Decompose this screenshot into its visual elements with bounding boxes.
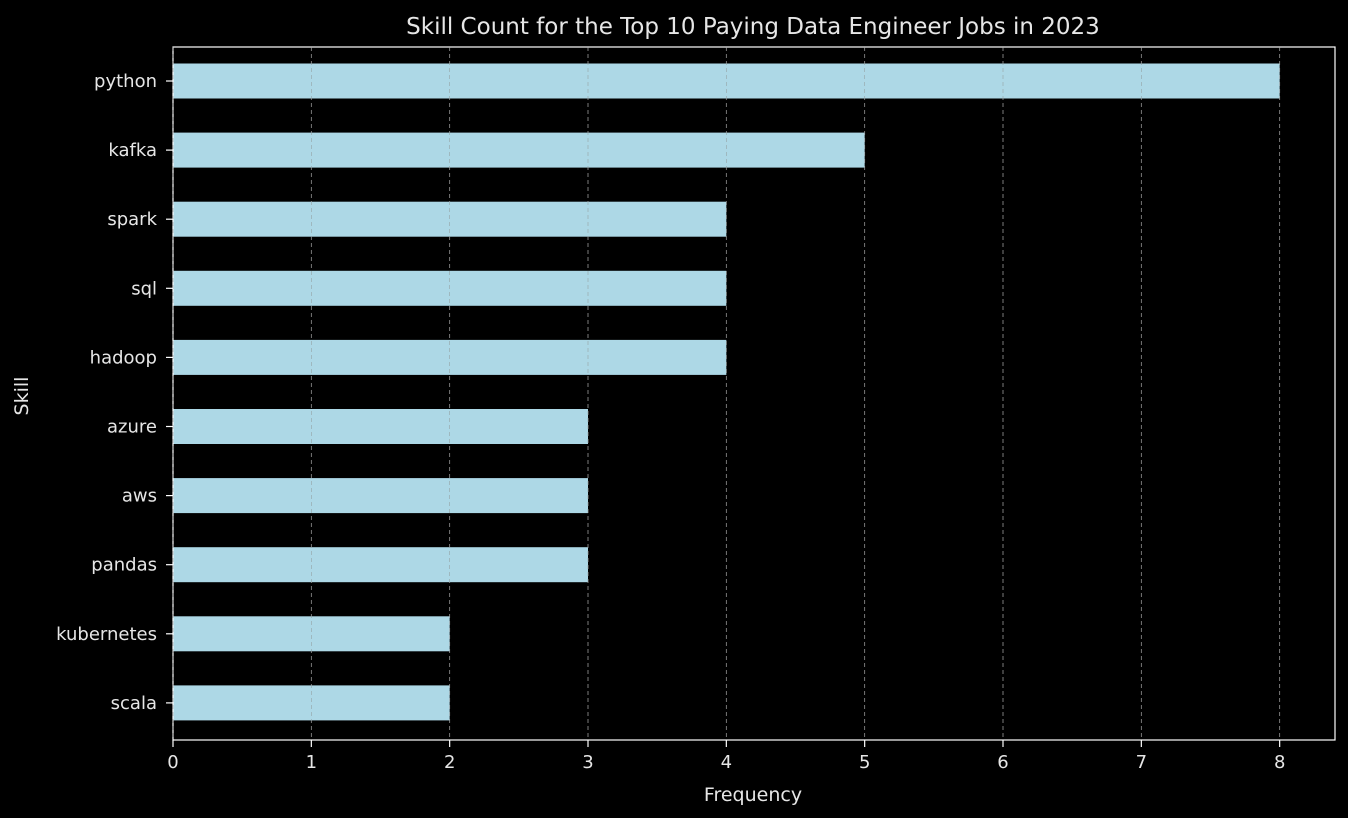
bar-azure bbox=[173, 409, 588, 444]
y-tick-label-sql: sql bbox=[131, 278, 157, 299]
x-tick-label-7: 7 bbox=[1136, 752, 1147, 773]
x-axis-label: Frequency bbox=[704, 784, 802, 806]
bar-kafka bbox=[173, 132, 865, 168]
x-tick-label-2: 2 bbox=[444, 752, 455, 773]
x-tick-label-5: 5 bbox=[859, 752, 870, 773]
y-tick-label-kubernetes: kubernetes bbox=[56, 624, 157, 645]
y-tick-label-hadoop: hadoop bbox=[90, 347, 157, 368]
bar-aws bbox=[173, 478, 588, 514]
y-tick-label-python: python bbox=[94, 71, 157, 92]
y-tick-label-scala: scala bbox=[111, 693, 157, 714]
x-axis-ticks: 0 1 2 3 4 5 6 7 8 bbox=[167, 740, 1285, 773]
x-tick-label-1: 1 bbox=[306, 752, 317, 773]
y-tick-label-aws: aws bbox=[122, 486, 157, 507]
y-tick-label-pandas: pandas bbox=[91, 555, 157, 576]
x-tick-label-3: 3 bbox=[582, 752, 593, 773]
y-tick-label-azure: azure bbox=[107, 417, 157, 438]
y-tick-label-spark: spark bbox=[107, 209, 157, 230]
x-tick-label-4: 4 bbox=[721, 752, 732, 773]
x-tick-label-0: 0 bbox=[167, 752, 178, 773]
y-axis-label: Skill bbox=[11, 377, 33, 416]
y-tick-label-kafka: kafka bbox=[108, 140, 157, 161]
y-axis-ticks: python kafka spark sql hadoop azure aws pandas k… bbox=[56, 71, 173, 714]
chart-title: Skill Count for the Top 10 Paying Data E… bbox=[406, 14, 1100, 40]
bar-pandas bbox=[173, 547, 588, 583]
x-tick-label-6: 6 bbox=[997, 752, 1008, 773]
x-tick-label-8: 8 bbox=[1274, 752, 1285, 773]
